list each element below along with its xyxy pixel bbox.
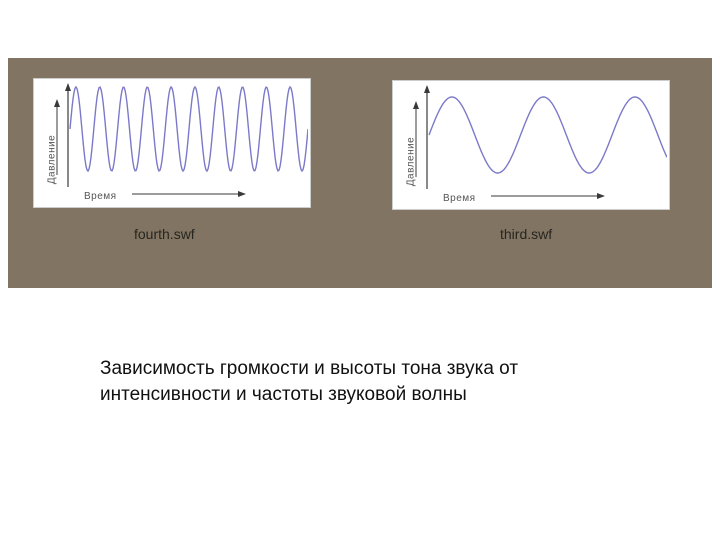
pressure-time-chart-left: Давление Время <box>33 78 311 208</box>
chart-caption-left: fourth.swf <box>134 226 194 243</box>
x-axis-arrow-icon <box>491 191 606 201</box>
wave-svg-left <box>64 81 308 189</box>
chart-caption-right: third.swf <box>500 226 560 243</box>
y-axis-arrowhead-icon <box>65 83 71 91</box>
plot-area-right <box>423 83 667 191</box>
x-axis-label: Время <box>443 193 476 204</box>
wave-svg-right <box>423 83 667 191</box>
x-axis-arrow-icon <box>132 189 247 199</box>
y-axis-arrow-icon <box>52 99 62 179</box>
x-axis-label: Время <box>84 191 117 202</box>
plot-area-left <box>64 81 308 189</box>
sine-wave <box>429 97 667 173</box>
y-axis-arrow-icon <box>411 101 421 181</box>
y-axis-arrowhead-icon <box>424 85 430 93</box>
description-text: Зависимость громкости и высоты тона звук… <box>100 356 630 407</box>
pressure-time-chart-right: Давление Время <box>392 80 670 210</box>
sine-wave <box>70 87 308 171</box>
